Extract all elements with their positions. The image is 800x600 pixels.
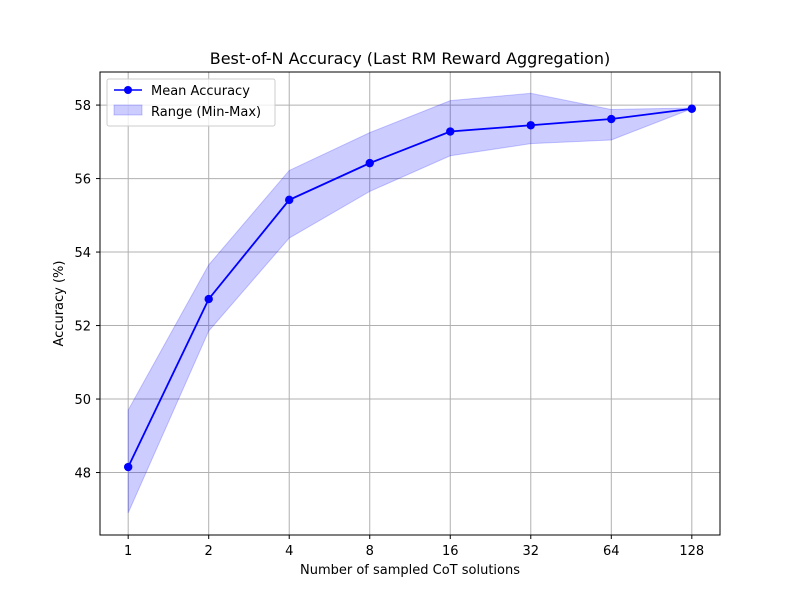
x-axis-ticks: 1 2 4 8 16 32 64 128: [124, 535, 704, 559]
y-tick-label: 50: [74, 393, 91, 408]
grid-lines: [100, 72, 720, 535]
legend-label-mean: Mean Accuracy: [151, 84, 250, 99]
x-tick-label: 1: [124, 544, 132, 559]
mean-accuracy-point: [204, 294, 213, 304]
x-tick-label: 2: [205, 544, 213, 559]
plot-frame: [99, 71, 721, 536]
x-tick-label: 4: [285, 544, 293, 559]
legend: Mean Accuracy Range (Min-Max): [106, 78, 276, 127]
mean-accuracy-point: [446, 127, 455, 136]
mean-accuracy-point: [285, 195, 294, 205]
mean-accuracy-line: [127, 107, 692, 468]
y-axis-label: Accuracy (%): [52, 261, 67, 347]
y-tick-label: 56: [74, 173, 91, 188]
y-tick-label: 52: [74, 320, 91, 335]
mean-line-layer: [123, 104, 697, 472]
x-tick-label: 8: [366, 544, 374, 559]
mean-accuracy-point: [687, 104, 697, 113]
y-tick-label: 58: [74, 99, 91, 114]
x-tick-label: 16: [442, 544, 459, 559]
mean-accuracy-point: [607, 114, 616, 124]
x-tick-label: 64: [603, 544, 620, 559]
chart-title: Best-of-N Accuracy (Last RM Reward Aggre…: [210, 49, 611, 68]
y-tick-label: 48: [74, 467, 91, 482]
legend-box: [106, 78, 276, 127]
legend-label-range: Range (Min-Max): [151, 105, 261, 120]
y-tick-label: 54: [74, 246, 91, 261]
mean-accuracy-point: [123, 462, 133, 472]
mean-accuracy-point: [526, 121, 535, 130]
mean-accuracy-point: [365, 158, 374, 168]
legend-band-swatch: [113, 104, 143, 116]
legend-marker-swatch: [124, 86, 132, 94]
y-axis-ticks: 48 50 52 54 56 58: [74, 99, 100, 482]
x-axis-label: Number of sampled CoT solutions: [300, 563, 520, 578]
x-tick-label: 32: [523, 544, 540, 559]
x-tick-label: 128: [679, 544, 704, 559]
